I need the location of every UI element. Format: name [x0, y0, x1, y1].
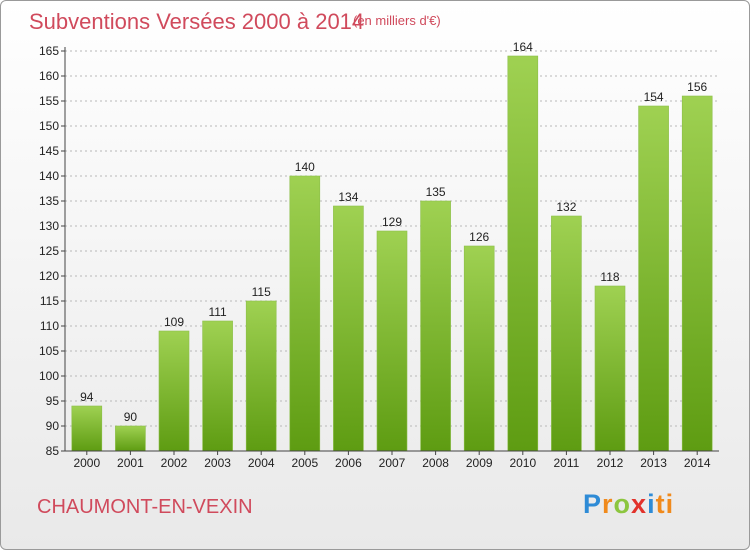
bar-2013 — [638, 105, 669, 452]
y-tick-label: 115 — [40, 294, 59, 308]
bar-2008 — [420, 200, 451, 452]
x-tick-label: 2011 — [553, 456, 579, 470]
bar-2014 — [681, 95, 713, 452]
bar-2009 — [463, 245, 495, 452]
y-tick-label: 155 — [39, 94, 59, 108]
data-label: 109 — [164, 315, 184, 329]
data-label: 94 — [80, 390, 94, 404]
bars: 94 90 109 111 115 140 134 129 135 126 164 132 118 154… — [71, 40, 713, 452]
x-tick-label: 2004 — [248, 456, 275, 470]
logo-letter: r — [602, 489, 614, 519]
y-tick-label: 110 — [40, 319, 59, 333]
data-label: 154 — [644, 90, 664, 104]
y-tick-label: 140 — [39, 169, 59, 183]
x-tick-label: 2008 — [422, 456, 449, 470]
proxiti-logo: Proxiti — [583, 489, 674, 520]
x-tick-label: 2002 — [161, 456, 188, 470]
data-label: 118 — [600, 270, 619, 284]
bar-2000 — [71, 405, 103, 452]
y-tick-label: 120 — [39, 269, 59, 283]
bar-2011 — [551, 215, 582, 452]
y-tick-label: 160 — [39, 69, 59, 83]
chart-unit: (en milliers d'€) — [353, 13, 441, 28]
y-tick-label: 130 — [39, 219, 59, 233]
x-tick-label: 2013 — [640, 456, 667, 470]
x-tick-label: 2000 — [73, 456, 100, 470]
x-tick-label: 2001 — [117, 456, 144, 470]
data-label: 126 — [469, 230, 489, 244]
place-name: CHAUMONT-EN-VEXIN — [37, 496, 253, 518]
bar-2005 — [289, 175, 321, 452]
data-label: 90 — [124, 410, 138, 424]
data-label: 135 — [426, 185, 446, 199]
y-tick-label: 135 — [39, 194, 59, 208]
x-tick-label: 2003 — [204, 456, 231, 470]
y-tick-label: 100 — [39, 369, 59, 383]
logo-letter: o — [613, 489, 632, 519]
x-tick-label: 2005 — [291, 456, 318, 470]
bar-2004 — [245, 300, 277, 452]
x-tick-label: 2009 — [466, 456, 493, 470]
y-tick-label: 150 — [39, 119, 59, 133]
x-tick-label: 2012 — [597, 456, 624, 470]
data-label: 156 — [687, 80, 707, 94]
data-label: 129 — [382, 215, 402, 229]
data-label: 140 — [295, 160, 315, 174]
y-tick-label: 145 — [39, 144, 59, 158]
x-tick-label: 2014 — [684, 456, 711, 470]
x-tick-label: 2007 — [379, 456, 406, 470]
data-label: 115 — [252, 285, 271, 299]
bar-chart: 94 90 109 111 115 140 134 129 135 126 164 132 118 154… — [39, 40, 719, 470]
logo-letter: i — [647, 489, 656, 519]
logo-letter: x — [631, 489, 648, 519]
bar-2006 — [333, 205, 364, 452]
bar-2010 — [507, 55, 539, 452]
y-tick-label: 90 — [46, 419, 60, 433]
y-tick-label: 165 — [39, 44, 59, 58]
bar-2012 — [594, 285, 626, 452]
x-tick-label: 2010 — [509, 456, 536, 470]
data-label: 134 — [338, 190, 358, 204]
bar-2002 — [158, 330, 190, 452]
data-label: 111 — [208, 305, 227, 319]
y-tick-label: 85 — [46, 444, 60, 458]
y-tick-label: 125 — [39, 244, 59, 258]
y-tick-label: 95 — [46, 394, 60, 408]
chart-title: Subventions Versées 2000 à 2014 — [29, 9, 365, 34]
x-tick-label: 2006 — [335, 456, 362, 470]
y-tick-label: 105 — [39, 344, 59, 358]
bar-2001 — [115, 425, 146, 452]
data-label: 164 — [513, 40, 533, 54]
axes: 85 90 95 100 105 110 115 120 125 130 135 140 145 150 1… — [39, 44, 719, 470]
bar-2003 — [202, 320, 233, 452]
logo-letter: ti — [655, 489, 675, 519]
data-label: 132 — [556, 200, 576, 214]
logo-letter: P — [583, 489, 603, 519]
bar-2007 — [376, 230, 408, 452]
